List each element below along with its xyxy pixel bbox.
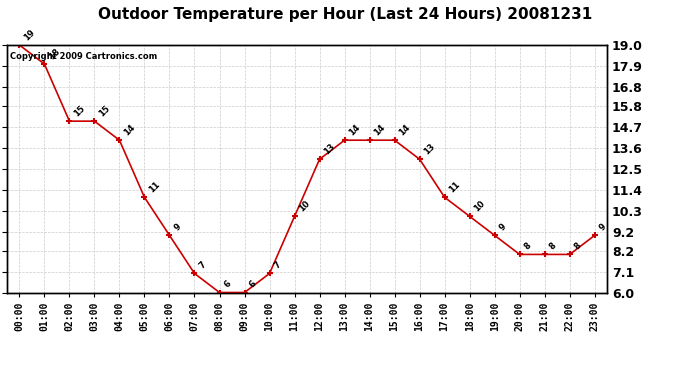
Text: 6: 6 <box>247 279 258 290</box>
Text: 9: 9 <box>172 222 183 232</box>
Text: 8: 8 <box>522 241 533 252</box>
Text: 8: 8 <box>573 241 583 252</box>
Text: 11: 11 <box>447 180 462 195</box>
Text: 11: 11 <box>147 180 162 195</box>
Text: 14: 14 <box>373 123 387 137</box>
Text: 10: 10 <box>473 199 487 214</box>
Text: 13: 13 <box>422 142 437 156</box>
Text: 9: 9 <box>598 222 608 232</box>
Text: 14: 14 <box>347 123 362 137</box>
Text: 7: 7 <box>197 260 208 271</box>
Text: 9: 9 <box>497 222 508 232</box>
Text: Copyright 2009 Cartronics.com: Copyright 2009 Cartronics.com <box>10 53 157 62</box>
Text: 10: 10 <box>297 199 312 214</box>
Text: 18: 18 <box>47 46 62 61</box>
Text: 14: 14 <box>122 123 137 137</box>
Text: 6: 6 <box>222 279 233 290</box>
Text: 15: 15 <box>72 104 87 118</box>
Text: 19: 19 <box>22 28 37 42</box>
Text: 15: 15 <box>97 104 112 118</box>
Text: 14: 14 <box>397 123 412 137</box>
Text: 8: 8 <box>547 241 558 252</box>
Text: 13: 13 <box>322 142 337 156</box>
Text: 7: 7 <box>273 260 283 271</box>
Text: Outdoor Temperature per Hour (Last 24 Hours) 20081231: Outdoor Temperature per Hour (Last 24 Ho… <box>98 8 592 22</box>
